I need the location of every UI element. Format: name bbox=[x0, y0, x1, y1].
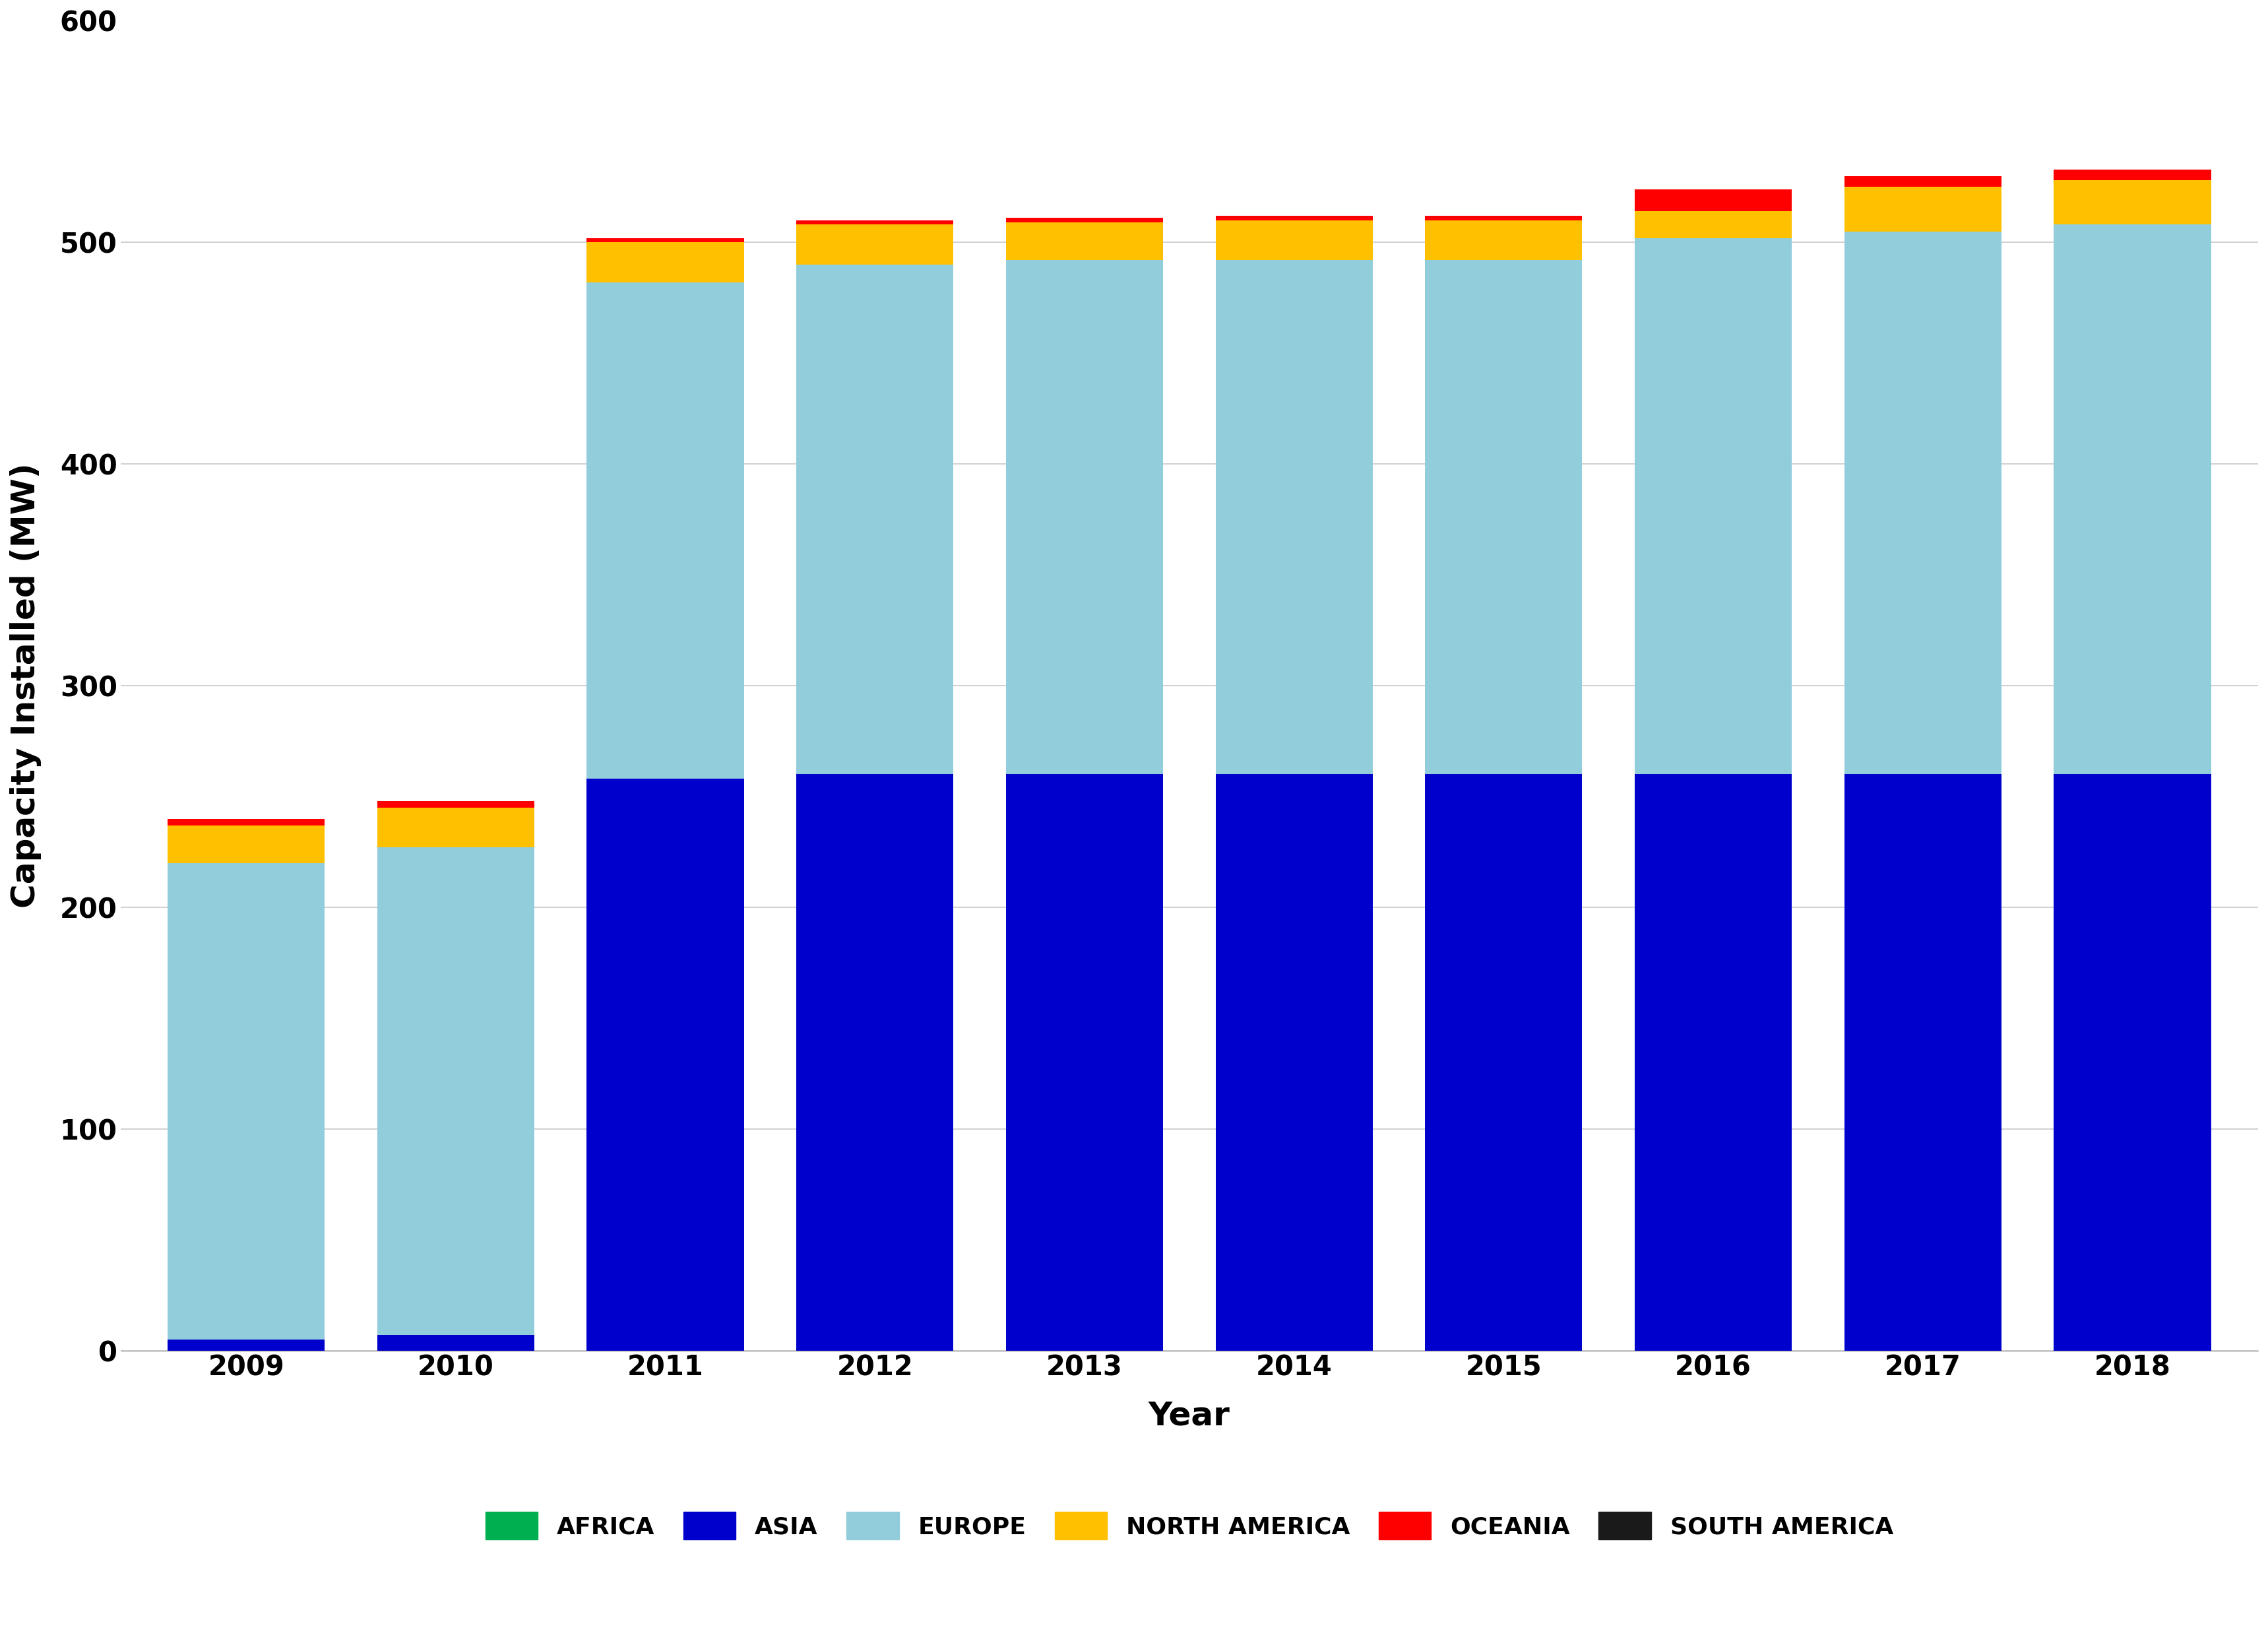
Bar bbox=[376, 847, 535, 1336]
Bar bbox=[2055, 225, 2211, 774]
Bar bbox=[796, 220, 953, 225]
Bar bbox=[2055, 180, 2211, 225]
Bar bbox=[1635, 211, 1792, 238]
Bar bbox=[587, 243, 744, 282]
Legend: AFRICA, ASIA, EUROPE, NORTH AMERICA, OCEANIA, SOUTH AMERICA: AFRICA, ASIA, EUROPE, NORTH AMERICA, OCE… bbox=[474, 1501, 1905, 1552]
Bar bbox=[1635, 238, 1792, 774]
Bar bbox=[1007, 774, 1163, 1351]
Bar bbox=[1635, 774, 1792, 1351]
Bar bbox=[1635, 190, 1792, 211]
Bar bbox=[796, 225, 953, 264]
Bar bbox=[376, 801, 535, 807]
Bar bbox=[1424, 261, 1583, 774]
Bar bbox=[1216, 220, 1372, 261]
Bar bbox=[2055, 774, 2211, 1351]
Bar bbox=[1007, 218, 1163, 223]
Bar bbox=[1216, 216, 1372, 220]
Bar bbox=[1844, 177, 2000, 187]
Bar bbox=[376, 1336, 535, 1351]
Bar bbox=[168, 826, 324, 863]
Bar bbox=[1424, 774, 1583, 1351]
Bar bbox=[796, 774, 953, 1351]
Bar bbox=[1844, 187, 2000, 231]
Bar bbox=[1424, 216, 1583, 220]
Bar bbox=[168, 1339, 324, 1351]
Bar bbox=[1844, 231, 2000, 774]
Bar bbox=[1424, 220, 1583, 261]
Bar bbox=[376, 807, 535, 847]
Bar bbox=[587, 238, 744, 243]
Bar bbox=[1007, 261, 1163, 774]
Bar bbox=[1216, 261, 1372, 774]
X-axis label: Year: Year bbox=[1148, 1400, 1229, 1431]
Y-axis label: Capacity Installed (MW): Capacity Installed (MW) bbox=[9, 464, 41, 908]
Bar bbox=[168, 819, 324, 826]
Bar bbox=[1007, 223, 1163, 261]
Bar bbox=[1216, 774, 1372, 1351]
Bar bbox=[2055, 170, 2211, 180]
Bar bbox=[168, 863, 324, 1339]
Bar bbox=[587, 282, 744, 779]
Bar bbox=[796, 264, 953, 774]
Bar bbox=[587, 779, 744, 1351]
Bar bbox=[1844, 774, 2000, 1351]
